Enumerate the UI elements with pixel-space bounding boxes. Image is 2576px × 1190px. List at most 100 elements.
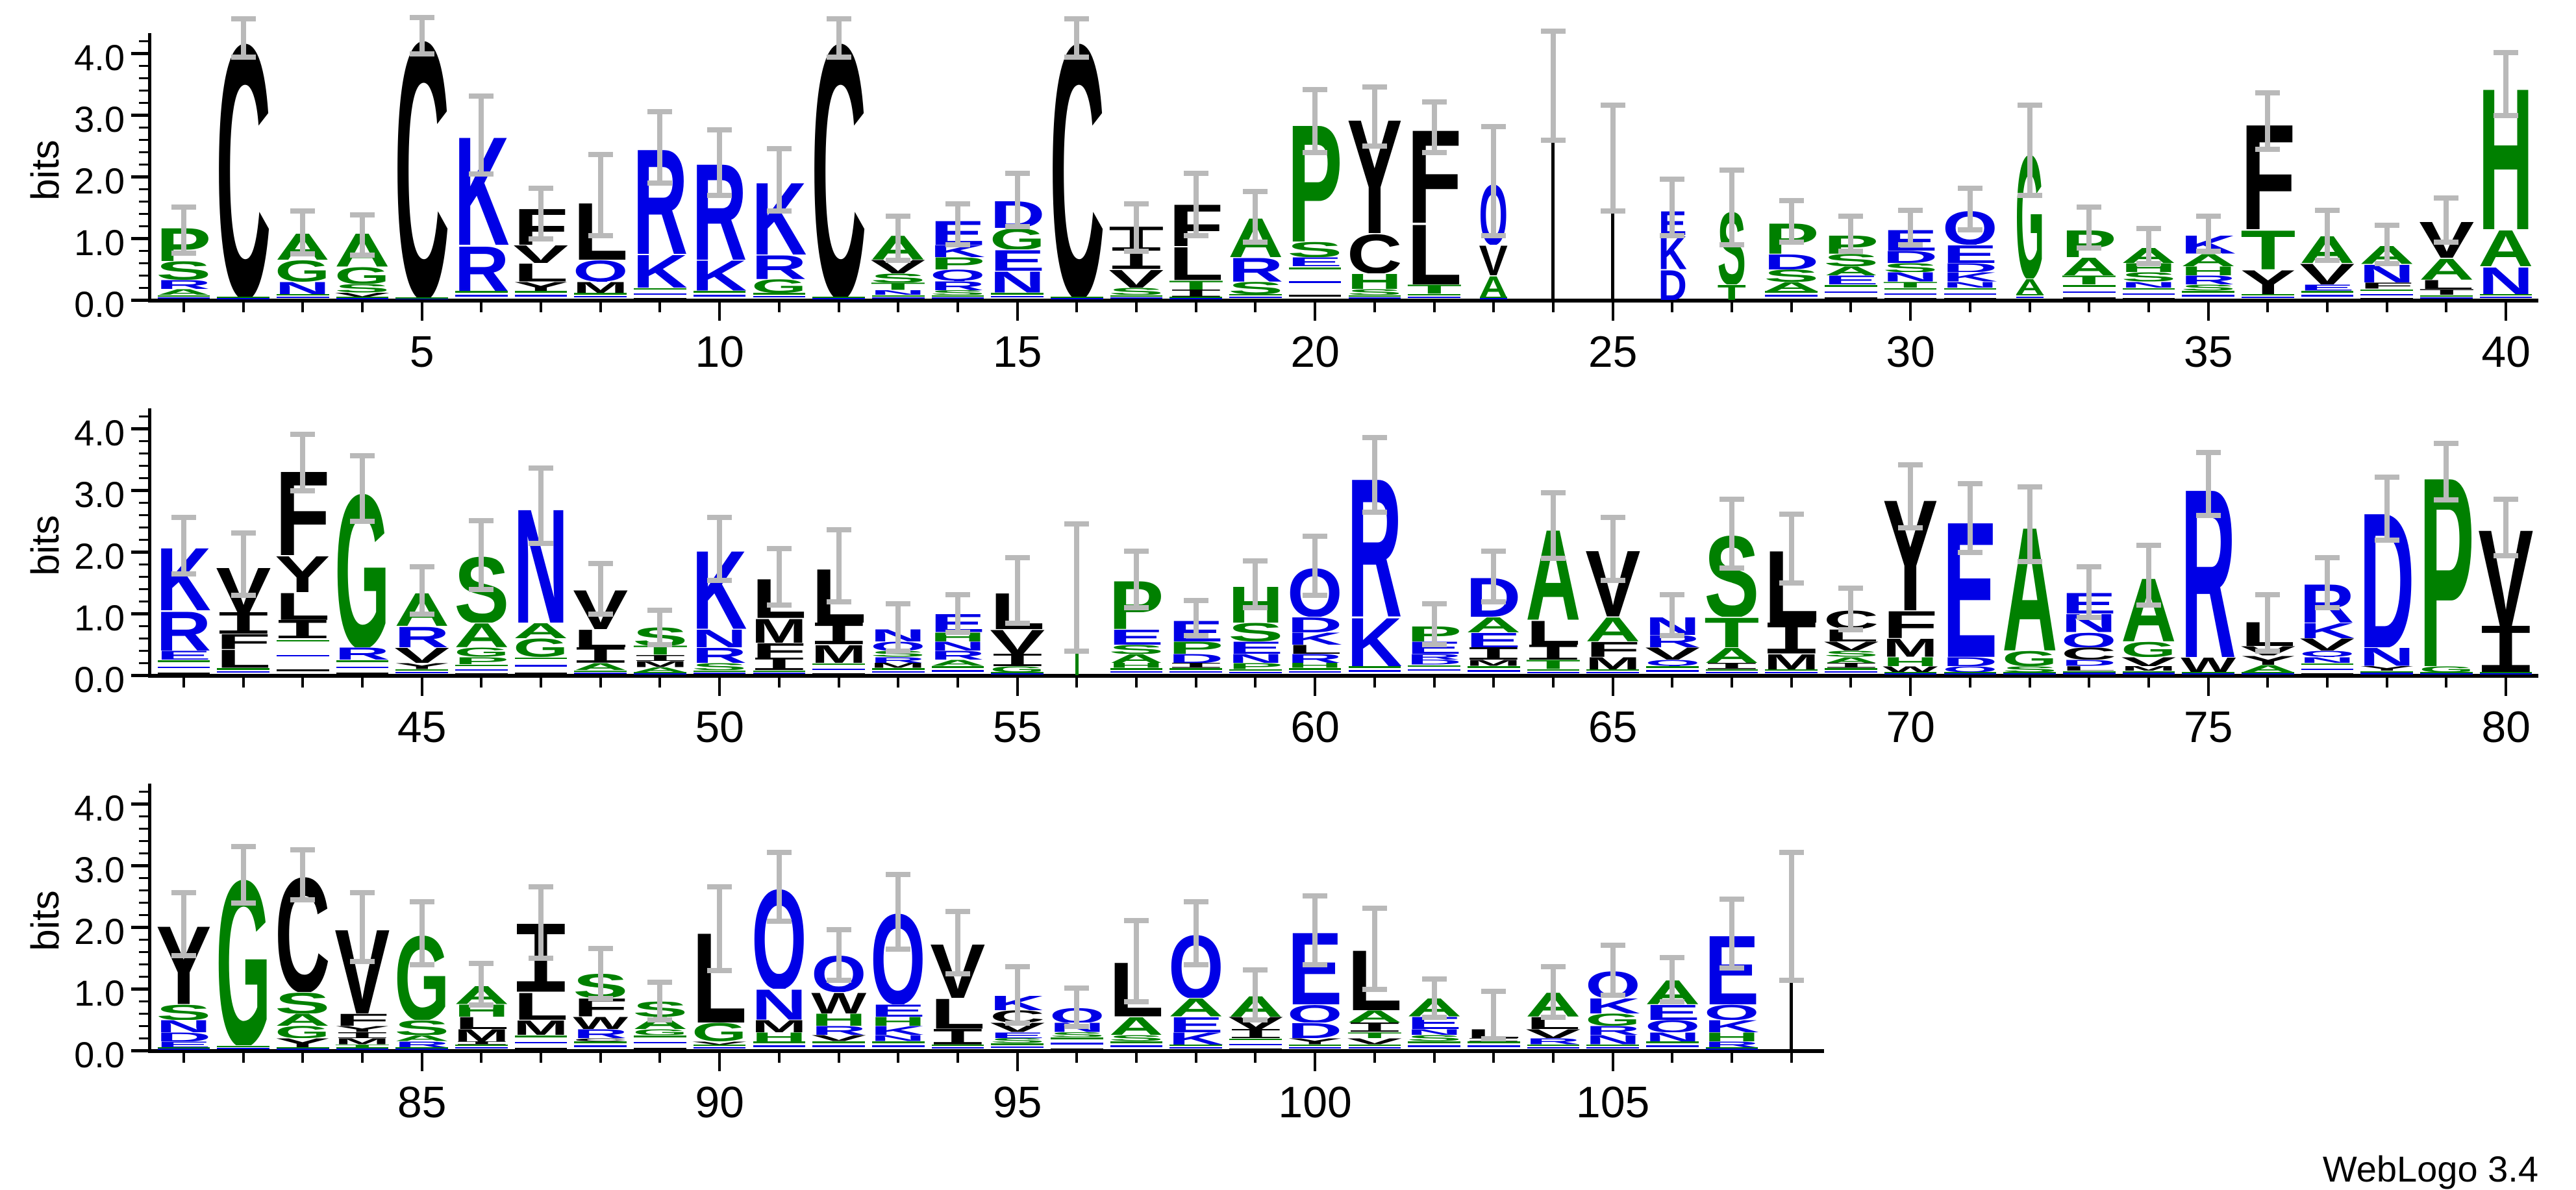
svg-text:T: T xyxy=(1168,280,1223,290)
svg-text:R: R xyxy=(1407,654,1462,660)
logo-letter-N: N xyxy=(869,1035,927,1041)
x-major-tick xyxy=(420,303,423,321)
error-bar xyxy=(1005,170,1030,229)
svg-text:L: L xyxy=(514,992,569,1020)
svg-text:A: A xyxy=(275,1013,331,1026)
y-minor-tick xyxy=(139,601,149,602)
x-minor-tick xyxy=(1849,303,1853,312)
svg-text:L: L xyxy=(216,649,271,668)
y-axis-title: bits xyxy=(23,515,67,576)
svg-text:A: A xyxy=(1585,617,1640,641)
logo-letter-P: P xyxy=(453,657,510,664)
logo-letter-V: V xyxy=(1525,1029,1582,1038)
svg-text:N: N xyxy=(871,290,926,295)
logo-letter-T: T xyxy=(1346,1032,1403,1039)
logo-letter-R: R xyxy=(2180,275,2237,284)
logo-stack-98: QAEK xyxy=(1168,934,1225,1051)
x-tick-label: 60 xyxy=(1290,702,1340,752)
error-bar xyxy=(647,607,673,648)
logo-letter-minor xyxy=(929,295,986,301)
logo-letter-D: D xyxy=(1658,269,1688,301)
logo-letter-A: A xyxy=(2240,665,2297,672)
logo-letter-minor xyxy=(1763,291,1820,301)
logo-letter-minor xyxy=(632,288,689,300)
logo-letter-T: T xyxy=(1717,284,1747,300)
y-minor-tick xyxy=(139,1000,149,1002)
logo-letter-G: G xyxy=(2120,641,2177,657)
logo-letter-A: A xyxy=(1763,282,1820,291)
svg-text:M: M xyxy=(2121,666,2176,671)
svg-text:G: G xyxy=(632,1029,688,1035)
y-minor-tick xyxy=(139,262,149,264)
logo-letter-S: S xyxy=(1763,269,1820,282)
logo-letter-R: R xyxy=(394,626,451,647)
error-bar xyxy=(2494,50,2519,118)
svg-text:A: A xyxy=(2062,257,2117,276)
logo-letter-E: E xyxy=(1168,1017,1225,1032)
svg-text:Q: Q xyxy=(1288,1004,1343,1023)
logo-letter-minor xyxy=(751,1041,808,1051)
svg-text:E: E xyxy=(1228,641,1283,654)
logo-letter-D: D xyxy=(1942,263,1999,272)
logo-letter-S: S xyxy=(2001,666,2058,673)
logo-letter-K: K xyxy=(1658,235,1688,269)
svg-text:S: S xyxy=(990,1038,1045,1043)
svg-text:A: A xyxy=(632,667,688,673)
svg-text:A: A xyxy=(1109,1017,1164,1035)
svg-text:S: S xyxy=(334,284,390,292)
svg-text:R: R xyxy=(573,1029,628,1038)
logo-letter-I xyxy=(1763,623,1820,654)
logo-letter-A: A xyxy=(1703,647,1760,663)
logo-letter-G: G xyxy=(453,647,510,656)
svg-text:S: S xyxy=(1407,1035,1462,1041)
error-bar xyxy=(290,208,316,257)
logo-letter-minor xyxy=(572,293,629,301)
svg-text:S: S xyxy=(1109,1035,1164,1041)
y-major-tick xyxy=(131,237,149,240)
logo-letter-minor xyxy=(929,1044,986,1051)
logo-letter-K: K xyxy=(929,245,986,257)
logo-letter-I xyxy=(1346,1023,1403,1032)
x-minor-tick xyxy=(1373,1053,1376,1063)
svg-text:P: P xyxy=(930,257,985,269)
logo-letter-minor xyxy=(2477,672,2534,676)
x-minor-tick xyxy=(1194,678,1197,688)
svg-text:N: N xyxy=(1585,1035,1640,1044)
logo-letter-minor xyxy=(2477,293,2534,301)
y-minor-tick xyxy=(139,477,149,479)
y-minor-tick xyxy=(139,840,149,842)
logo-letter-minor xyxy=(2358,289,2416,300)
error-bar xyxy=(469,517,494,592)
logo-letter-minor xyxy=(1823,668,1880,676)
logo-letter-H: H xyxy=(453,1004,510,1017)
error-bar xyxy=(945,591,970,636)
svg-text:D: D xyxy=(156,1032,211,1041)
logo-stack-2: C xyxy=(215,38,272,301)
svg-text:D: D xyxy=(1942,263,1997,272)
logo-letter-T: T xyxy=(1406,284,1463,293)
logo-letter-V: V xyxy=(1479,245,1508,276)
x-minor-tick xyxy=(540,1053,543,1063)
x-minor-tick xyxy=(1492,303,1495,312)
logo-letter-minor xyxy=(632,672,689,676)
logo-letter-minor xyxy=(869,1041,927,1051)
logo-letter-minor xyxy=(215,297,272,301)
logo-letter-minor xyxy=(1942,672,1999,676)
logo-letter-minor xyxy=(394,1047,451,1052)
svg-text:H: H xyxy=(2181,266,2236,275)
svg-text:H: H xyxy=(811,1013,866,1026)
svg-text:K: K xyxy=(2300,623,2355,638)
svg-text:S: S xyxy=(156,261,211,280)
svg-text:R: R xyxy=(930,651,985,660)
logo-letter-L: L xyxy=(1168,246,1225,280)
svg-text:L: L xyxy=(1288,645,1343,654)
error-bar xyxy=(1362,434,1387,515)
svg-text:A: A xyxy=(454,623,509,647)
logo-letter-V: V xyxy=(2120,657,2177,666)
logo-letter-E: E xyxy=(155,651,212,660)
svg-text:M: M xyxy=(811,645,866,663)
svg-text:A: A xyxy=(1347,1010,1402,1023)
logo-letter-minor xyxy=(1763,669,1820,676)
svg-text:P: P xyxy=(1228,663,1283,669)
